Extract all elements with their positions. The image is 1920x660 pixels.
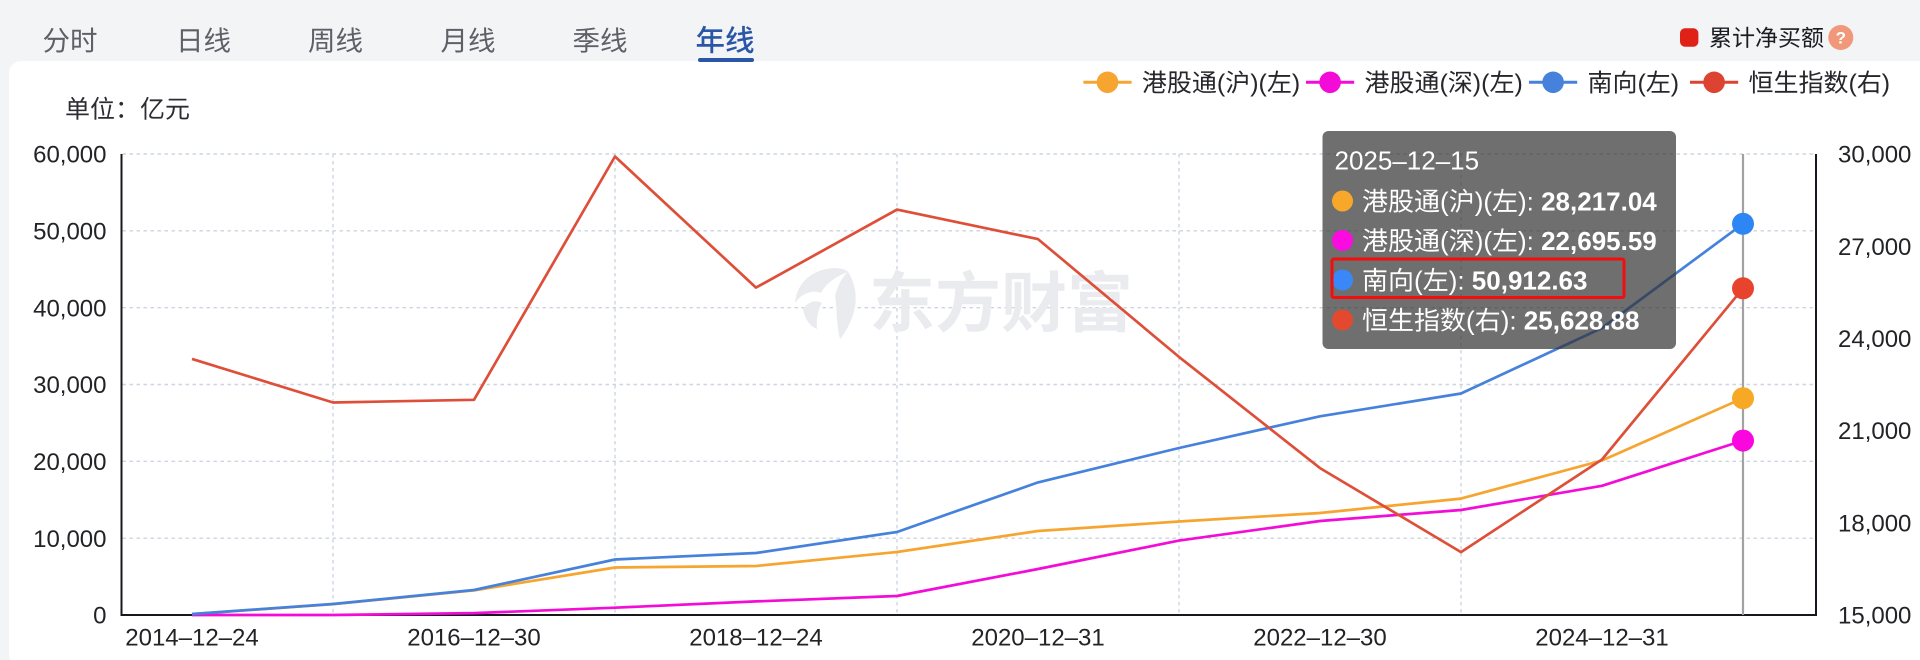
svg-text:):: ): — [1518, 226, 1534, 256]
svg-text:2018–12–24: 2018–12–24 — [689, 625, 822, 652]
svg-text:15,000: 15,000 — [1838, 603, 1911, 630]
svg-text:2024–12–31: 2024–12–31 — [1535, 625, 1668, 652]
svg-text:(: ( — [1440, 226, 1449, 256]
svg-text:18,000: 18,000 — [1838, 510, 1911, 537]
svg-text:2025–12–15: 2025–12–15 — [1335, 145, 1480, 175]
svg-text:(: ( — [1466, 306, 1475, 336]
svg-text:50,912.63: 50,912.63 — [1472, 266, 1588, 296]
svg-text:20,000: 20,000 — [33, 449, 106, 476]
svg-text:(: ( — [1440, 70, 1449, 98]
svg-text:60,000: 60,000 — [33, 142, 106, 169]
svg-text:)(: )( — [1250, 70, 1267, 98]
svg-text:):: ): — [1449, 266, 1465, 296]
svg-text:(: ( — [1217, 70, 1226, 98]
svg-text:): ) — [1515, 70, 1523, 98]
svg-text:)(: )( — [1475, 226, 1493, 256]
svg-text:)(: )( — [1475, 187, 1493, 217]
svg-text:0: 0 — [93, 603, 106, 630]
svg-text:(: ( — [1638, 70, 1647, 98]
svg-text:50,000: 50,000 — [33, 218, 106, 245]
svg-text:2016–12–30: 2016–12–30 — [407, 625, 540, 652]
svg-text:27,000: 27,000 — [1838, 234, 1911, 261]
svg-text:30,000: 30,000 — [33, 372, 106, 399]
svg-text:(: ( — [1414, 266, 1423, 296]
svg-text:(: ( — [1849, 70, 1858, 98]
svg-text:30,000: 30,000 — [1838, 142, 1911, 169]
svg-text:):: ): — [1518, 187, 1534, 217]
svg-text:22,695.59: 22,695.59 — [1541, 226, 1657, 256]
svg-text:40,000: 40,000 — [33, 295, 106, 322]
svg-text:10,000: 10,000 — [33, 526, 106, 553]
svg-text:): ) — [1882, 70, 1890, 98]
svg-text:2014–12–24: 2014–12–24 — [125, 625, 258, 652]
svg-text:21,000: 21,000 — [1838, 418, 1911, 445]
svg-text:?: ? — [1836, 29, 1846, 48]
svg-text:): ) — [1671, 70, 1679, 98]
svg-text:): ) — [1292, 70, 1300, 98]
svg-text:(: ( — [1440, 187, 1449, 217]
svg-text:28,217.04: 28,217.04 — [1541, 187, 1657, 217]
svg-text:):: ): — [1501, 306, 1517, 336]
svg-text:24,000: 24,000 — [1838, 326, 1911, 353]
svg-text:)(: )( — [1473, 70, 1490, 98]
svg-text:2020–12–31: 2020–12–31 — [971, 625, 1104, 652]
svg-text:25,628.88: 25,628.88 — [1524, 306, 1640, 336]
svg-text:2022–12–30: 2022–12–30 — [1253, 625, 1386, 652]
